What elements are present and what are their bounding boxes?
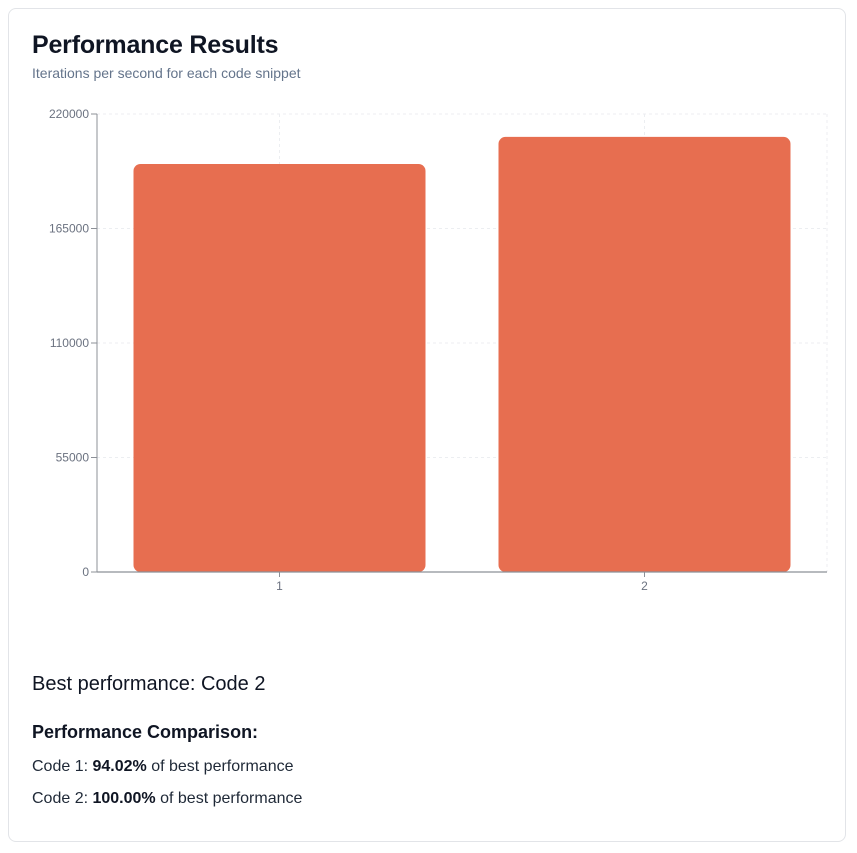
comparison-percent: 94.02% — [92, 758, 147, 775]
axes — [91, 113, 827, 577]
y-tick-label: 55000 — [56, 451, 90, 465]
comparison-prefix: Code 2: — [32, 790, 93, 807]
comparison-suffix: of best performance — [155, 790, 303, 807]
comparison-heading: Performance Comparison: — [32, 722, 259, 742]
x-tick-label: 2 — [641, 579, 648, 593]
tick-labels: 0 55000 110000 165000 220000 1 2 — [49, 107, 648, 593]
comparison-row-code-2: Code 2: 100.00% of best performance — [32, 790, 302, 808]
results-card: Performance Results Iterations per secon… — [8, 8, 846, 842]
bar-code-1 — [133, 163, 426, 573]
y-tick-label: 110000 — [50, 336, 89, 350]
y-tick-label: 165000 — [49, 222, 89, 236]
page-title: Performance Results — [32, 31, 279, 59]
page-subtitle: Iterations per second for each code snip… — [32, 65, 301, 81]
comparison-suffix: of best performance — [146, 758, 294, 775]
bars — [133, 136, 791, 573]
y-tick-label: 0 — [82, 565, 89, 579]
bar-chart: 0 55000 110000 165000 220000 1 2 — [49, 107, 828, 593]
x-tick-label: 1 — [276, 579, 283, 593]
comparison-row-code-1: Code 1: 94.02% of best performance — [32, 758, 294, 776]
y-tick-label: 220000 — [49, 107, 89, 121]
best-performance-text: Best performance: Code 2 — [32, 673, 266, 695]
bar-code-2 — [498, 136, 791, 572]
comparison-prefix: Code 1: — [32, 758, 93, 775]
comparison-percent: 100.00% — [92, 790, 156, 807]
